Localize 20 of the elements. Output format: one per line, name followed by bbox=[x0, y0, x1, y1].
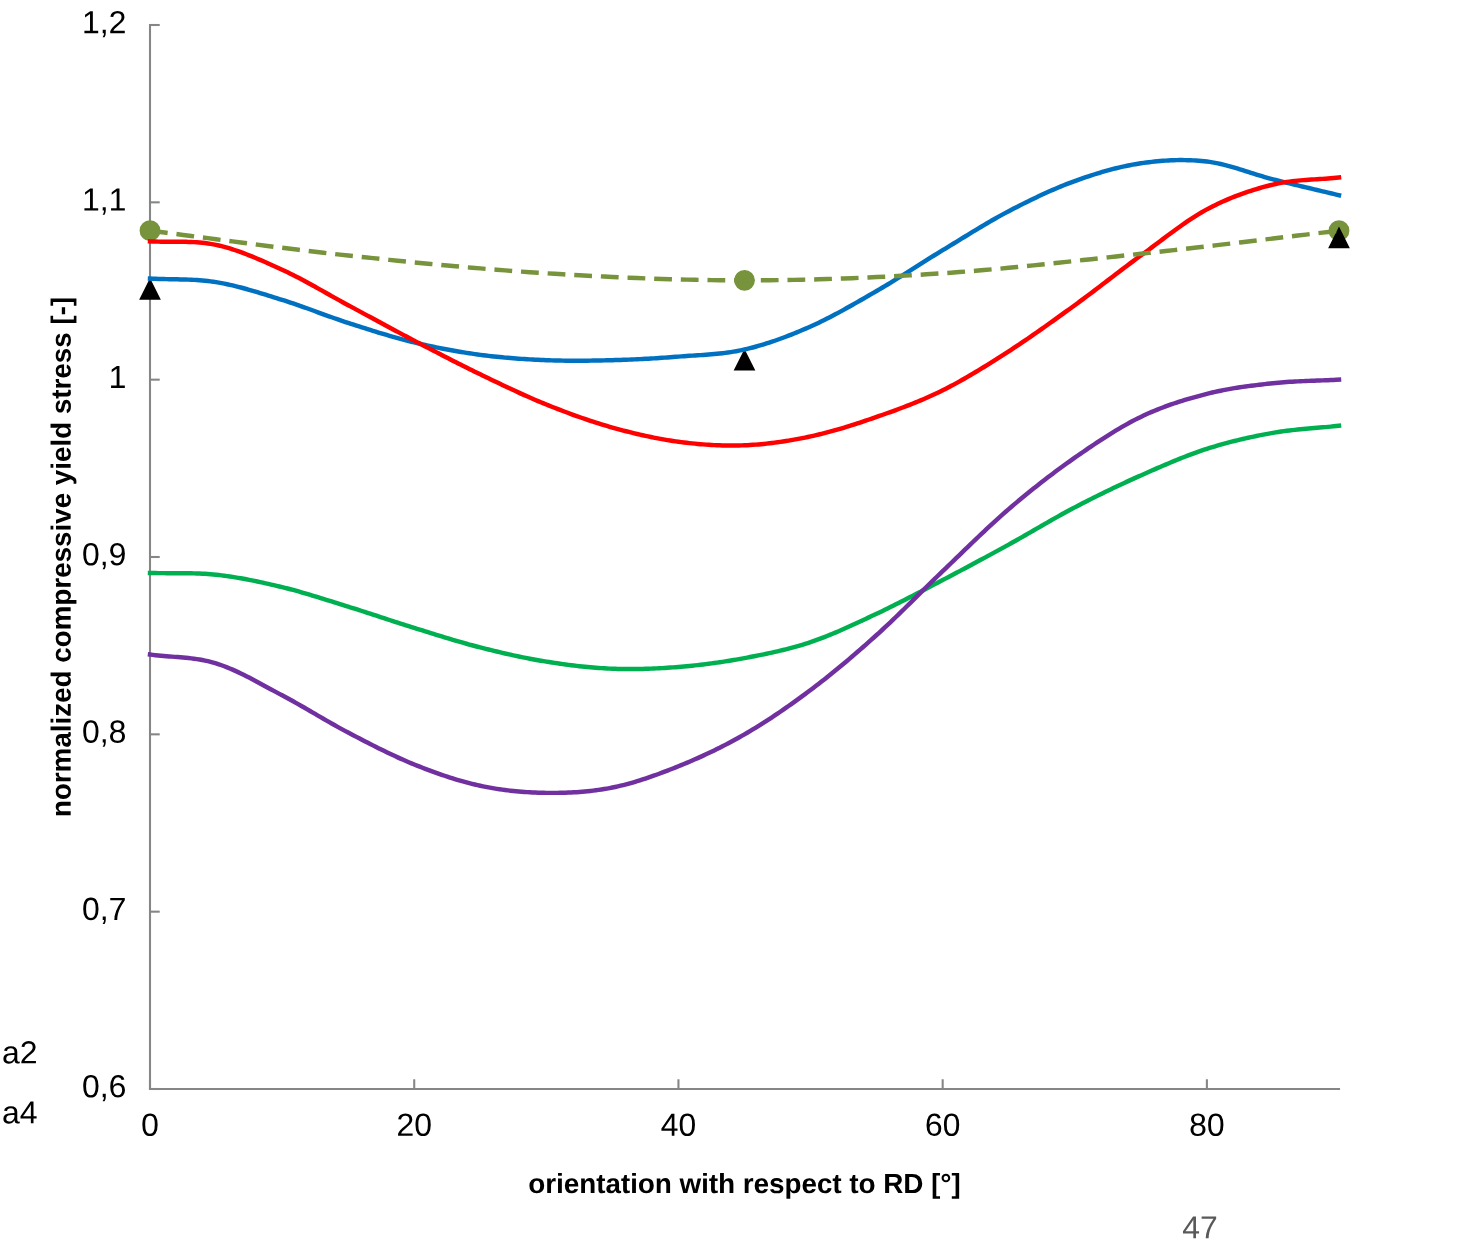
y-tick-label: 0,8 bbox=[83, 720, 125, 747]
point bbox=[734, 349, 755, 371]
y-tick-label: 0,7 bbox=[83, 897, 125, 925]
x-axis-title: orientation with respect to RD [°] bbox=[529, 1172, 960, 1199]
x-tick-label: 0 bbox=[142, 1113, 158, 1137]
x-tick-label: 80 bbox=[1190, 1113, 1224, 1137]
x-tick-label: 60 bbox=[926, 1113, 960, 1137]
y-tick-label: 0,9 bbox=[83, 542, 125, 570]
y-tick-label: 1,1 bbox=[84, 188, 125, 215]
y-axis-title: normalized compressive yield stress [-] bbox=[50, 298, 77, 816]
x-tick-label: 20 bbox=[398, 1113, 431, 1137]
point bbox=[1328, 227, 1350, 249]
x-tick-label: 40 bbox=[661, 1113, 695, 1137]
y-tick-label: 1 bbox=[111, 365, 125, 388]
text: 47 bbox=[1182, 1216, 1217, 1239]
text: a2 bbox=[3, 1041, 36, 1064]
y-tick-label: 0,6 bbox=[83, 1074, 125, 1102]
point bbox=[139, 278, 161, 300]
y-tick-label: 1,2 bbox=[84, 10, 125, 38]
text: a4 bbox=[3, 1101, 37, 1124]
